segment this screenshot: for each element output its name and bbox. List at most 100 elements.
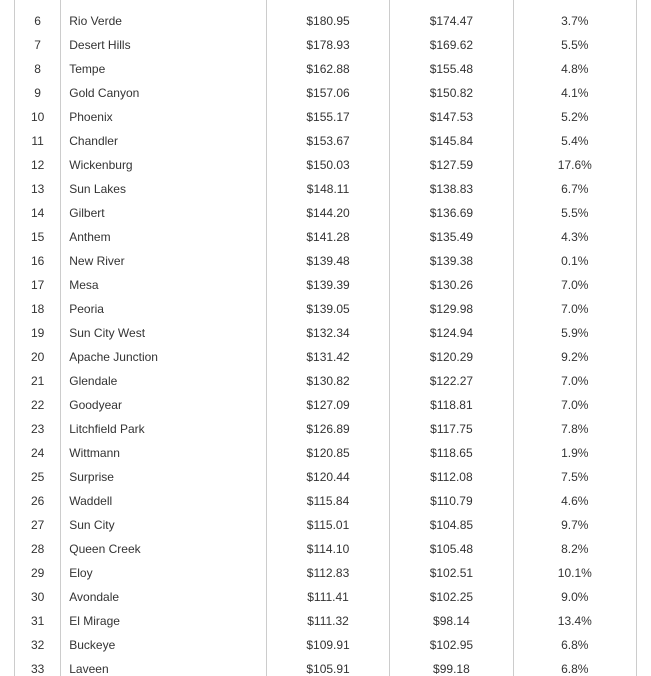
table-row: 16New River$139.48$139.380.1% bbox=[15, 249, 637, 273]
table-row: 26Waddell$115.84$110.794.6% bbox=[15, 489, 637, 513]
cell-rank: 6 bbox=[15, 9, 61, 33]
cell-city: Avondale bbox=[61, 585, 267, 609]
table-row: 19Sun City West$132.34$124.945.9% bbox=[15, 321, 637, 345]
cell-value-prior: $147.53 bbox=[390, 105, 513, 129]
cell-rank: 13 bbox=[15, 177, 61, 201]
cell-value-current: $105.91 bbox=[266, 657, 389, 676]
cell-rank: 9 bbox=[15, 81, 61, 105]
cell-value-prior: $99.18 bbox=[390, 657, 513, 676]
cell-value-current: $120.44 bbox=[266, 465, 389, 489]
cell-pct-change: 7.8% bbox=[513, 417, 636, 441]
cell-pct-change: 5.5% bbox=[513, 201, 636, 225]
table-row: 7Desert Hills$178.93$169.625.5% bbox=[15, 33, 637, 57]
cell-city: Sun Lakes bbox=[61, 177, 267, 201]
cell-city: Chandler bbox=[61, 129, 267, 153]
cell-value-current: $150.03 bbox=[266, 153, 389, 177]
cell-rank: 26 bbox=[15, 489, 61, 513]
cell-rank: 12 bbox=[15, 153, 61, 177]
cell-rank: 31 bbox=[15, 609, 61, 633]
cell-value-prior: $120.29 bbox=[390, 345, 513, 369]
cell-value-current: $144.20 bbox=[266, 201, 389, 225]
cell-pct-change: 7.0% bbox=[513, 369, 636, 393]
cell-pct-change: 13.4% bbox=[513, 609, 636, 633]
cell-pct-change: 8.2% bbox=[513, 537, 636, 561]
cell-rank bbox=[15, 0, 61, 9]
cell-city: Phoenix bbox=[61, 105, 267, 129]
cell-value-prior: $169.62 bbox=[390, 33, 513, 57]
cell-pct-change: 5.9% bbox=[513, 321, 636, 345]
cell-city: Gold Canyon bbox=[61, 81, 267, 105]
table-row: 14Gilbert$144.20$136.695.5% bbox=[15, 201, 637, 225]
cell-value-current: $120.85 bbox=[266, 441, 389, 465]
cell-rank: 11 bbox=[15, 129, 61, 153]
cell-pct-change: 17.6% bbox=[513, 153, 636, 177]
cell-pct-change: 6.8% bbox=[513, 633, 636, 657]
cell-value-current: $111.32 bbox=[266, 609, 389, 633]
cell-value-prior: $139.38 bbox=[390, 249, 513, 273]
cell-city: Surprise bbox=[61, 465, 267, 489]
cell-city: Tempe bbox=[61, 57, 267, 81]
cell-value-current: $139.39 bbox=[266, 273, 389, 297]
table-row: 27Sun City$115.01$104.859.7% bbox=[15, 513, 637, 537]
table-row: 25Surprise$120.44$112.087.5% bbox=[15, 465, 637, 489]
cell-value-prior: $122.27 bbox=[390, 369, 513, 393]
cell-pct-change: 9.7% bbox=[513, 513, 636, 537]
cell-value-current: $127.09 bbox=[266, 393, 389, 417]
cell-value-current: $115.01 bbox=[266, 513, 389, 537]
cell-city: Wickenburg bbox=[61, 153, 267, 177]
cell-value-prior: $145.84 bbox=[390, 129, 513, 153]
table-row: 22Goodyear$127.09$118.817.0% bbox=[15, 393, 637, 417]
table-row: 17Mesa$139.39$130.267.0% bbox=[15, 273, 637, 297]
cell-value-prior: $136.69 bbox=[390, 201, 513, 225]
cell-value-current: $115.84 bbox=[266, 489, 389, 513]
table-row: 32Buckeye$109.91$102.956.8% bbox=[15, 633, 637, 657]
cell-pct-change: 6.8% bbox=[513, 657, 636, 676]
table-row: 15Anthem$141.28$135.494.3% bbox=[15, 225, 637, 249]
table-row: 21Glendale$130.82$122.277.0% bbox=[15, 369, 637, 393]
cell-value-prior: $155.48 bbox=[390, 57, 513, 81]
cell-value-prior: $105.48 bbox=[390, 537, 513, 561]
cell-rank: 10 bbox=[15, 105, 61, 129]
cell-value-prior: $174.47 bbox=[390, 9, 513, 33]
cell-city: Gilbert bbox=[61, 201, 267, 225]
cell-value-prior: $130.26 bbox=[390, 273, 513, 297]
table-row: 24Wittmann$120.85$118.651.9% bbox=[15, 441, 637, 465]
cell-city bbox=[61, 0, 267, 9]
cell-value-prior: $104.85 bbox=[390, 513, 513, 537]
table-row: 9Gold Canyon$157.06$150.824.1% bbox=[15, 81, 637, 105]
cell-rank: 23 bbox=[15, 417, 61, 441]
cell-value-prior: $118.81 bbox=[390, 393, 513, 417]
cell-value-current: $112.83 bbox=[266, 561, 389, 585]
cell-value-prior: $138.83 bbox=[390, 177, 513, 201]
cell-value-prior: $110.79 bbox=[390, 489, 513, 513]
cell-city: Sun City bbox=[61, 513, 267, 537]
price-table-container: 6Rio Verde$180.95$174.473.7%7Desert Hill… bbox=[0, 0, 651, 676]
cell-value-current: $178.93 bbox=[266, 33, 389, 57]
table-row: 12Wickenburg$150.03$127.5917.6% bbox=[15, 153, 637, 177]
cell-pct-change: 6.7% bbox=[513, 177, 636, 201]
table-row: 33Laveen$105.91$99.186.8% bbox=[15, 657, 637, 676]
cell-value-prior: $124.94 bbox=[390, 321, 513, 345]
cell-pct-change: 5.5% bbox=[513, 33, 636, 57]
cell-value-current: $155.17 bbox=[266, 105, 389, 129]
cell-value-current: $132.34 bbox=[266, 321, 389, 345]
table-row: 8Tempe$162.88$155.484.8% bbox=[15, 57, 637, 81]
table-row: 10Phoenix$155.17$147.535.2% bbox=[15, 105, 637, 129]
cell-rank: 8 bbox=[15, 57, 61, 81]
cell-rank: 21 bbox=[15, 369, 61, 393]
price-table: 6Rio Verde$180.95$174.473.7%7Desert Hill… bbox=[14, 0, 637, 676]
table-row: 31El Mirage$111.32$98.1413.4% bbox=[15, 609, 637, 633]
cell-value-current: $141.28 bbox=[266, 225, 389, 249]
cell-value-current: $139.05 bbox=[266, 297, 389, 321]
cell-value-prior: $102.95 bbox=[390, 633, 513, 657]
cell-value-current: $162.88 bbox=[266, 57, 389, 81]
cell-rank: 15 bbox=[15, 225, 61, 249]
cell-value-prior: $118.65 bbox=[390, 441, 513, 465]
cell-value-current: $130.82 bbox=[266, 369, 389, 393]
cell-pct-change: 5.2% bbox=[513, 105, 636, 129]
cell-value-current: $126.89 bbox=[266, 417, 389, 441]
cell-city: Laveen bbox=[61, 657, 267, 676]
cell-pct-change: 3.7% bbox=[513, 9, 636, 33]
cell-value-current: $139.48 bbox=[266, 249, 389, 273]
cell-pct-change: 5.4% bbox=[513, 129, 636, 153]
